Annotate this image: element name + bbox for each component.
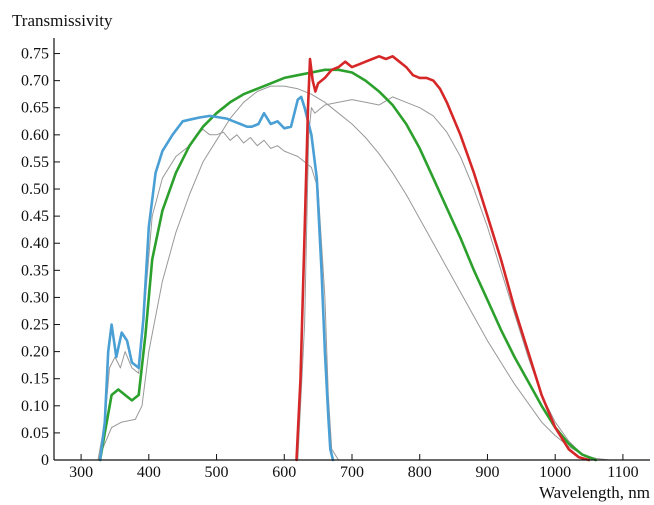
y-tick-label: 0.30 — [21, 289, 49, 306]
y-tick-label: 0 — [41, 452, 49, 469]
x-tick-label: 300 — [69, 464, 93, 481]
y-tick-label: 0.05 — [21, 425, 49, 442]
y-tick-label: 0.45 — [21, 208, 49, 225]
x-tick-label: 900 — [475, 464, 499, 481]
x-tick-label: 1000 — [539, 464, 571, 481]
series-line-1 — [97, 85, 610, 461]
y-tick-label: 0.40 — [21, 235, 49, 252]
y-axis-title: Transmissivity — [12, 11, 113, 30]
y-tick-label: 0.10 — [21, 398, 49, 415]
y-tick-label: 0.50 — [21, 181, 49, 198]
y-tick-label: 0.55 — [21, 154, 49, 171]
y-tick-label: 0.25 — [21, 317, 49, 334]
x-tick-label: 700 — [340, 464, 364, 481]
series-line-6 — [295, 55, 591, 462]
y-tick-label: 0.75 — [21, 46, 49, 63]
x-axis-title: Wavelength, nm — [539, 483, 650, 502]
y-axis: 0 0.05 0.10 0.15 0.20 0.25 0.30 0.35 0.40 0.45 0.5… — [21, 38, 60, 469]
y-tick-label: 0.20 — [21, 344, 49, 361]
y-tick-label: 0.70 — [21, 73, 49, 90]
series-line-3 — [297, 96, 597, 461]
x-tick-label: 1100 — [607, 464, 638, 481]
series-line-4 — [98, 68, 598, 462]
x-tick-label: 500 — [205, 464, 229, 481]
plot-area — [97, 55, 610, 462]
y-tick-label: 0.35 — [21, 262, 49, 279]
x-tick-label: 400 — [137, 464, 161, 481]
x-tick-label: 800 — [408, 464, 432, 481]
y-tick-label: 0.60 — [21, 127, 49, 144]
y-tick-label: 0.65 — [21, 100, 49, 117]
y-tick-label: 0.15 — [21, 371, 49, 388]
x-axis: 300 400 500 600 700 800 900 1000 1100 — [54, 454, 650, 481]
x-tick-label: 600 — [272, 464, 296, 481]
